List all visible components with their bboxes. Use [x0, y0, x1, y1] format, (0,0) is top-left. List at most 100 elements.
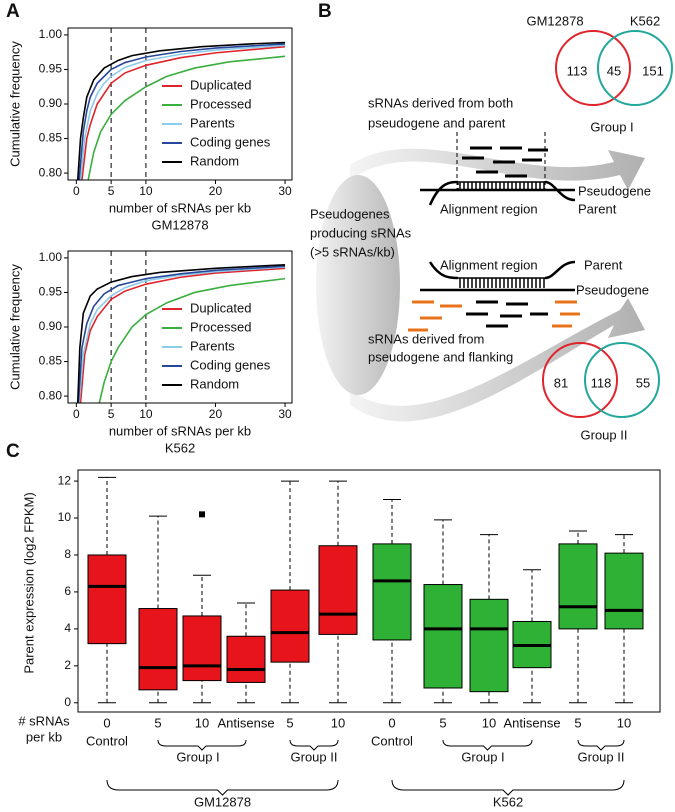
y-tick-label: 12	[58, 473, 72, 487]
x-tick-label: 0	[73, 407, 80, 421]
bracket	[106, 779, 339, 796]
parent-line	[428, 260, 576, 280]
series-line	[76, 264, 286, 403]
y-axis-title: Cumulative frequency	[7, 41, 22, 167]
series-line	[77, 265, 286, 403]
y-tick-label: 0.80	[39, 388, 63, 402]
y-tick-label: 10	[58, 510, 72, 524]
y-tick-label: 6	[64, 584, 71, 598]
series-line	[87, 55, 286, 180]
legend-label: Duplicated	[190, 300, 251, 315]
venn-count: 118	[591, 375, 612, 390]
x-axis-title: per kb	[26, 729, 62, 744]
group-label: Group II	[291, 749, 338, 764]
x-tick-label: 5	[286, 715, 293, 730]
x-axis-title: number of sRNAs per kb	[109, 200, 251, 215]
y-tick-label: 8	[64, 547, 71, 561]
y-tick-label: 0.90	[39, 96, 63, 110]
srna-reads	[408, 300, 580, 332]
y-tick-label: 0.95	[39, 285, 63, 299]
venn-circle	[555, 30, 631, 106]
venn-label: K562	[630, 13, 660, 28]
x-tick-label: 0	[73, 184, 80, 198]
group-label: Group II	[578, 749, 625, 764]
track-label: Pseudogene	[576, 282, 649, 297]
series-line	[79, 267, 286, 403]
series-line	[81, 45, 286, 180]
venn-count: 113	[567, 63, 588, 78]
legend-label: Duplicated	[190, 77, 251, 92]
x-axis-title: number of sRNAs per kb	[109, 423, 251, 438]
x-tick-label: 10	[139, 184, 153, 198]
x-tick-label: 30	[278, 184, 292, 198]
x-axis-title: # sRNAs	[18, 713, 70, 728]
box	[182, 615, 222, 682]
box	[558, 543, 598, 630]
legend-label: Parents	[190, 115, 235, 130]
x-tick-label: 5	[108, 407, 115, 421]
group-label: Control	[371, 733, 413, 748]
series-line	[79, 44, 286, 180]
y-axis-title: Parent expression (log2 FPKM)	[21, 492, 36, 673]
x-tick-label: 0	[388, 715, 395, 730]
x-tick-label: 10	[482, 715, 496, 730]
cell-line-label: GM12878	[194, 794, 251, 809]
dashed-bounds	[456, 132, 546, 190]
legend-label: Random	[190, 376, 239, 391]
y-tick-label: 0.85	[39, 131, 63, 145]
caption: sRNAs derived from both	[368, 95, 513, 110]
box	[138, 608, 178, 691]
box	[423, 584, 463, 689]
x-tick-label: 20	[209, 184, 223, 198]
legend-label: Parents	[190, 338, 235, 353]
axes-frame	[67, 27, 293, 181]
legend-label: Processed	[190, 96, 251, 111]
box	[87, 554, 127, 645]
y-tick-label: 1.00	[39, 27, 63, 41]
group-label: Group I	[590, 119, 633, 134]
x-tick-label: 5	[574, 715, 581, 730]
x-tick-label: 10	[139, 407, 153, 421]
venn-count: 55	[636, 375, 650, 390]
venn-circle	[542, 342, 618, 418]
legend-label: Processed	[190, 319, 251, 334]
panel-label: C	[6, 441, 20, 462]
group-label: Group I	[176, 749, 219, 764]
arrow	[350, 148, 645, 190]
axes-frame	[67, 250, 293, 404]
x-tick-label: 10	[331, 715, 345, 730]
x-tick-label: 10	[195, 715, 209, 730]
plot-area	[76, 41, 286, 180]
bracket	[577, 739, 625, 751]
axes-frame	[77, 469, 661, 713]
box	[372, 543, 412, 641]
venn-circle	[597, 30, 673, 106]
y-tick-label: 0	[64, 695, 71, 709]
group-label: Group I	[461, 749, 504, 764]
box	[469, 598, 509, 693]
y-tick-label: 2	[64, 658, 71, 672]
diagram: GM12878 K562 113 45 151 Group I 81 118 5…	[310, 13, 673, 442]
source-label: Pseudogenes	[310, 206, 390, 221]
venn-count: 81	[554, 375, 568, 390]
legend-label: Coding genes	[190, 357, 271, 372]
venn-label: GM12878	[526, 13, 583, 28]
x-tick-label: 30	[278, 407, 292, 421]
region-label: Alignment region	[440, 201, 538, 216]
bracket	[442, 739, 533, 751]
x-tick-label: 0	[103, 715, 110, 730]
x-tick-label: Antisense	[503, 715, 560, 730]
caption: pseudogene and parent	[368, 115, 506, 130]
group-label: Group II	[581, 427, 628, 442]
srna-reads	[462, 146, 548, 178]
panel-label: A	[6, 1, 20, 22]
chart-subtitle: GM12878	[151, 217, 208, 232]
box	[604, 552, 644, 630]
x-tick-label: 5	[108, 184, 115, 198]
y-tick-label: 0.90	[39, 319, 63, 333]
region-label: Alignment region	[440, 257, 538, 272]
bracket	[157, 739, 247, 751]
x-tick-label: Antisense	[217, 715, 274, 730]
outlier	[199, 511, 205, 518]
